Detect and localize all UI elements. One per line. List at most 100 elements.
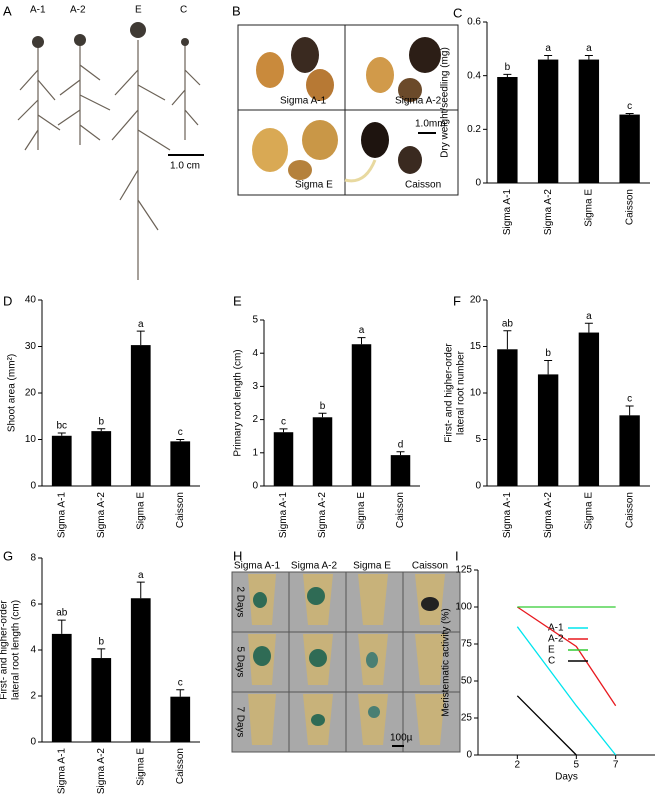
y-tick-label: 4	[30, 645, 36, 656]
x-tick-label: Caisson	[175, 492, 186, 528]
y-axis-label: Dry weight/seedling (mg)	[440, 47, 451, 158]
y-tick-label: 50	[461, 676, 473, 687]
plant-shoots	[32, 22, 189, 48]
y-tick-label: 0	[252, 481, 258, 492]
legend-label: A-2	[548, 634, 564, 645]
y-axis-label: Shoot area (mm²)	[7, 354, 18, 432]
error-bar	[584, 55, 593, 60]
y-tick-label: 0.2	[467, 124, 481, 135]
y-tick-label: 25	[461, 713, 473, 724]
bar	[170, 441, 191, 486]
scale-label: 1.0 cm	[170, 161, 200, 172]
error-bar	[57, 432, 66, 436]
series-line	[516, 695, 577, 756]
significance-label: ab	[56, 608, 68, 619]
y-tick-label: 20	[25, 388, 37, 399]
panel-label: F	[453, 293, 461, 308]
scale-label: 1.0mm	[415, 119, 446, 130]
error-bar	[544, 55, 553, 60]
y-tick-label: 40	[25, 295, 37, 306]
y-tick-label: 3	[252, 381, 258, 392]
panel-label: C	[453, 5, 462, 20]
bar	[537, 374, 559, 486]
significance-label: b	[545, 348, 551, 359]
row-label: 5 Days	[234, 646, 245, 677]
x-tick-label: 5	[574, 760, 580, 771]
bar	[578, 59, 600, 183]
x-tick-label: Sigma A-2	[317, 492, 328, 539]
x-tick-label: Caisson	[624, 492, 635, 528]
y-axis-label: Primary root length (cm)	[233, 349, 244, 456]
panel-a: A A-1 A-2 E C 1.0 cm	[3, 3, 204, 280]
y-tick-label: 0	[30, 737, 36, 748]
x-tick-label: Sigma E	[135, 748, 146, 786]
y-tick-label: 0.6	[467, 17, 481, 28]
bar	[130, 598, 151, 742]
column-label: Sigma A-2	[291, 561, 338, 572]
y-tick-label: 0	[475, 178, 481, 189]
y-tick-label: 5	[252, 315, 258, 326]
significance-label: b	[98, 636, 104, 647]
series-line	[516, 626, 617, 756]
bar	[130, 345, 151, 486]
y-tick-label: 0	[466, 750, 472, 761]
significance-label: a	[586, 311, 592, 322]
x-tick-label: Sigma E	[584, 492, 595, 530]
image-caption: Caisson	[405, 180, 441, 191]
significance-label: b	[505, 62, 511, 73]
y-tick-label: 2	[252, 414, 258, 425]
bar	[170, 696, 191, 742]
significance-label: ab	[502, 318, 514, 329]
error-bar	[503, 330, 512, 350]
error-bar	[279, 428, 288, 433]
bar	[537, 59, 559, 183]
bar	[497, 349, 518, 486]
error-bar	[97, 648, 106, 659]
plant-label: A-2	[70, 5, 86, 16]
y-tick-label: 8	[30, 553, 36, 564]
error-bar	[318, 412, 327, 418]
y-axis-label: Meristematic activity (%)	[441, 608, 452, 716]
column-label: Sigma E	[353, 561, 391, 572]
x-tick-label: Sigma A-1	[502, 492, 513, 539]
panel-label: G	[3, 548, 13, 563]
significance-label: a	[138, 319, 144, 330]
plant-label: E	[135, 5, 142, 16]
x-tick-label: Sigma E	[356, 492, 367, 530]
significance-label: a	[138, 570, 144, 581]
column-label: Sigma A-1	[234, 561, 281, 572]
y-tick-label: 5	[475, 434, 481, 445]
x-tick-label: Caisson	[624, 189, 635, 225]
y-tick-label: 20	[470, 295, 482, 306]
error-bar	[97, 428, 106, 432]
significance-label: c	[627, 394, 632, 405]
plant-label: A-1	[30, 5, 46, 16]
error-bar	[625, 405, 634, 416]
x-axis-label: Days	[555, 772, 578, 783]
error-bar	[136, 581, 145, 599]
shoot-images	[252, 37, 441, 183]
significance-label: c	[178, 677, 183, 688]
column-label: Caisson	[412, 561, 448, 572]
y-axis-label: lateral root length (cm)	[11, 600, 22, 700]
panel-label: H	[233, 548, 242, 563]
y-axis-label: First- and higher-order	[444, 343, 455, 443]
bar	[312, 417, 333, 486]
image-caption: Sigma A-1	[280, 96, 327, 107]
error-bar	[176, 689, 185, 697]
legend-label: C	[548, 656, 555, 667]
x-tick-label: Sigma A-2	[543, 189, 554, 236]
error-bar	[136, 330, 145, 346]
panel-label: E	[233, 293, 242, 308]
significance-label: a	[586, 43, 592, 54]
image-caption: Sigma A-2	[395, 96, 442, 107]
scale-label: 100µ	[390, 733, 413, 744]
panel-label: D	[3, 293, 12, 308]
x-tick-label: Sigma A-1	[56, 492, 67, 539]
root-tips	[248, 574, 445, 745]
bar	[497, 77, 518, 183]
panel-h: H Sigma A-1 Sigma A-2 Sigma E Caisson 2 …	[231, 548, 461, 753]
error-bar	[544, 359, 553, 375]
y-tick-label: 0	[30, 481, 36, 492]
